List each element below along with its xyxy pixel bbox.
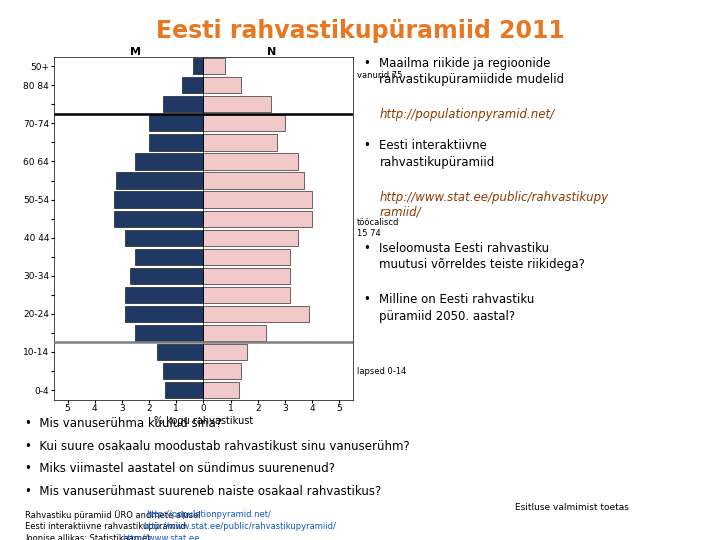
Text: •  Miks viimastel aastatel on sündimus suurenenud?: • Miks viimastel aastatel on sündimus su… xyxy=(25,462,336,475)
Text: Eesti interaktiivne
rahvastikupüramiid: Eesti interaktiivne rahvastikupüramiid xyxy=(379,139,495,169)
Text: http://www.stat.ee: http://www.stat.ee xyxy=(122,534,199,540)
Bar xyxy=(204,344,247,360)
Bar xyxy=(166,382,204,398)
Text: vanurid 75 ...: vanurid 75 ... xyxy=(357,71,413,80)
Text: http://populationpyramid.net/: http://populationpyramid.net/ xyxy=(379,108,554,121)
Bar xyxy=(181,77,204,93)
Bar xyxy=(149,134,204,151)
Bar xyxy=(204,153,299,170)
Text: •: • xyxy=(364,293,371,306)
Text: Joonise allikas: Statistikaamet: Joonise allikas: Statistikaamet xyxy=(25,534,153,540)
Text: http://populationpyramid.net/: http://populationpyramid.net/ xyxy=(146,510,271,519)
Bar xyxy=(204,134,276,151)
Text: Iseloomusta Eesti rahvastiku
muutusi võrreldes teiste riikidega?: Iseloomusta Eesti rahvastiku muutusi võr… xyxy=(379,242,585,272)
Bar xyxy=(204,172,304,188)
Bar xyxy=(163,363,204,379)
Bar xyxy=(135,325,204,341)
Bar xyxy=(204,268,290,284)
Bar xyxy=(125,306,204,322)
Bar xyxy=(204,115,285,131)
Bar xyxy=(204,382,239,398)
Text: N: N xyxy=(266,46,276,57)
Text: •: • xyxy=(364,139,371,152)
Bar xyxy=(204,58,225,75)
Text: Maailma riikide ja regioonide
rahvastikupüramiidide mudelid: Maailma riikide ja regioonide rahvastiku… xyxy=(379,57,564,86)
Text: lapsed 0-14: lapsed 0-14 xyxy=(357,367,406,375)
Bar xyxy=(125,230,204,246)
Bar xyxy=(204,306,310,322)
Text: tööcaliscd
15 74: tööcaliscd 15 74 xyxy=(357,219,400,238)
Bar xyxy=(204,192,312,208)
Text: Eesti rahvastikupüramiid 2011: Eesti rahvastikupüramiid 2011 xyxy=(156,19,564,43)
Bar xyxy=(130,268,204,284)
Bar xyxy=(204,363,241,379)
Bar xyxy=(204,287,290,303)
Bar xyxy=(135,248,204,265)
Bar xyxy=(204,248,290,265)
Text: •  Kui suure osakaalu moodustab rahvastikust sinu vanuserühm?: • Kui suure osakaalu moodustab rahvastik… xyxy=(25,440,410,453)
X-axis label: % kogu rahvastikust: % kogu rahvastikust xyxy=(154,416,253,426)
Bar xyxy=(192,58,204,75)
Bar xyxy=(157,344,204,360)
Bar xyxy=(204,77,241,93)
Text: http://www.stat.ee/public/rahvastikupyramiid/: http://www.stat.ee/public/rahvastikupyra… xyxy=(143,522,336,531)
Bar xyxy=(117,172,204,188)
Bar xyxy=(204,211,312,227)
Bar xyxy=(114,192,204,208)
Bar xyxy=(149,115,204,131)
Text: Eesti interaktiivne rahvastikupüramiid: Eesti interaktiivne rahvastikupüramiid xyxy=(25,522,189,531)
Text: M: M xyxy=(130,46,141,57)
Bar xyxy=(114,211,204,227)
Bar xyxy=(125,287,204,303)
Text: http://www.stat.ee/public/rahvastikupy
ramiid/: http://www.stat.ee/public/rahvastikupy r… xyxy=(379,191,608,219)
Text: Milline on Eesti rahvastiku
püramiid 2050. aastal?: Milline on Eesti rahvastiku püramiid 205… xyxy=(379,293,535,323)
Text: •  Mis vanuserühmast suureneb naiste osakaal rahvastikus?: • Mis vanuserühmast suureneb naiste osak… xyxy=(25,485,382,498)
Text: •: • xyxy=(364,57,371,70)
Text: •: • xyxy=(364,242,371,255)
Bar xyxy=(135,153,204,170)
Bar xyxy=(163,96,204,112)
Bar xyxy=(204,96,271,112)
Text: Esitluse valmimist toetas: Esitluse valmimist toetas xyxy=(515,503,629,512)
Text: •  Mis vanuserühma kuulud sina?: • Mis vanuserühma kuulud sina? xyxy=(25,417,222,430)
Text: Rahvastiku püramiid ÜRO andmete alusel: Rahvastiku püramiid ÜRO andmete alusel xyxy=(25,510,206,520)
Bar xyxy=(204,325,266,341)
Bar xyxy=(204,230,299,246)
